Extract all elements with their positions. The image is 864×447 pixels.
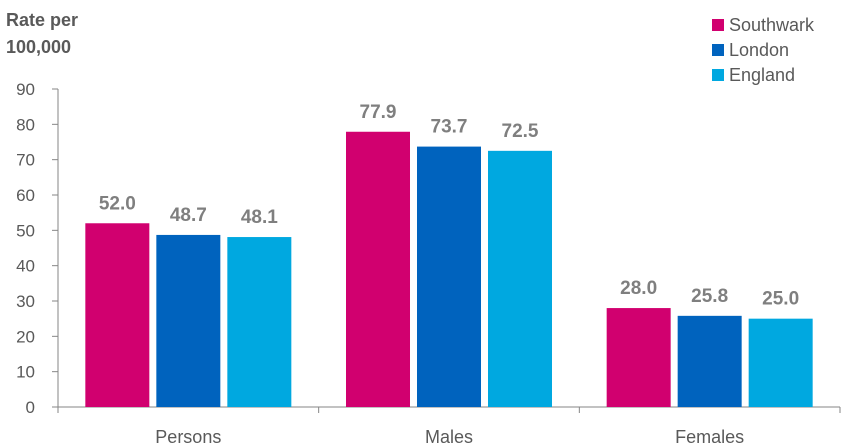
data-label: 25.8	[691, 286, 728, 307]
legend-swatch	[712, 44, 724, 56]
data-label: 52.0	[99, 193, 136, 214]
x-tick-label: Persons	[155, 427, 221, 447]
legend-label: Southwark	[729, 15, 815, 35]
y-tick-label: 0	[26, 398, 35, 417]
bars	[85, 131, 813, 408]
y-tick-label: 80	[16, 115, 35, 134]
bar-london-females	[677, 315, 742, 407]
legend-swatch	[712, 19, 724, 31]
data-label: 77.9	[360, 102, 397, 123]
y-axis-title-line2: 100,000	[6, 37, 71, 57]
data-label: 48.7	[170, 205, 207, 226]
bar-england-males	[488, 150, 552, 408]
data-label: 25.0	[762, 289, 799, 310]
data-label: 72.5	[502, 121, 539, 142]
legend-label: London	[729, 40, 789, 60]
y-tick-label: 20	[16, 327, 35, 346]
y-tick-label: 30	[16, 292, 35, 311]
bar-england-persons	[227, 237, 292, 407]
y-tick-label: 40	[16, 257, 35, 276]
y-axis-title-line1: Rate per	[6, 10, 78, 30]
bar-southwark-males	[346, 131, 410, 407]
legend-label: England	[729, 65, 795, 85]
x-tick-label: Males	[425, 427, 473, 447]
data-label: 48.1	[241, 207, 278, 228]
y-tick-label: 90	[16, 80, 35, 99]
data-label: 73.7	[431, 117, 468, 138]
legend-swatch	[712, 69, 724, 81]
y-tick-label: 60	[16, 186, 35, 205]
bar-england-females	[748, 318, 813, 407]
y-tick-label: 70	[16, 151, 35, 170]
bar-london-persons	[156, 234, 221, 407]
y-tick-label: 50	[16, 221, 35, 240]
data-labels: 52.0 48.7 48.1 77.9 73.7 72.5 28.0 25.8 25.0	[99, 102, 799, 310]
legend: Southwark London England	[712, 15, 815, 85]
bar-southwark-persons	[85, 223, 150, 407]
bar-london-males	[417, 146, 481, 408]
bar-southwark-females	[606, 308, 671, 407]
y-tick-label: 10	[16, 363, 35, 382]
x-tick-label: Females	[675, 427, 744, 447]
data-label: 28.0	[620, 278, 657, 299]
